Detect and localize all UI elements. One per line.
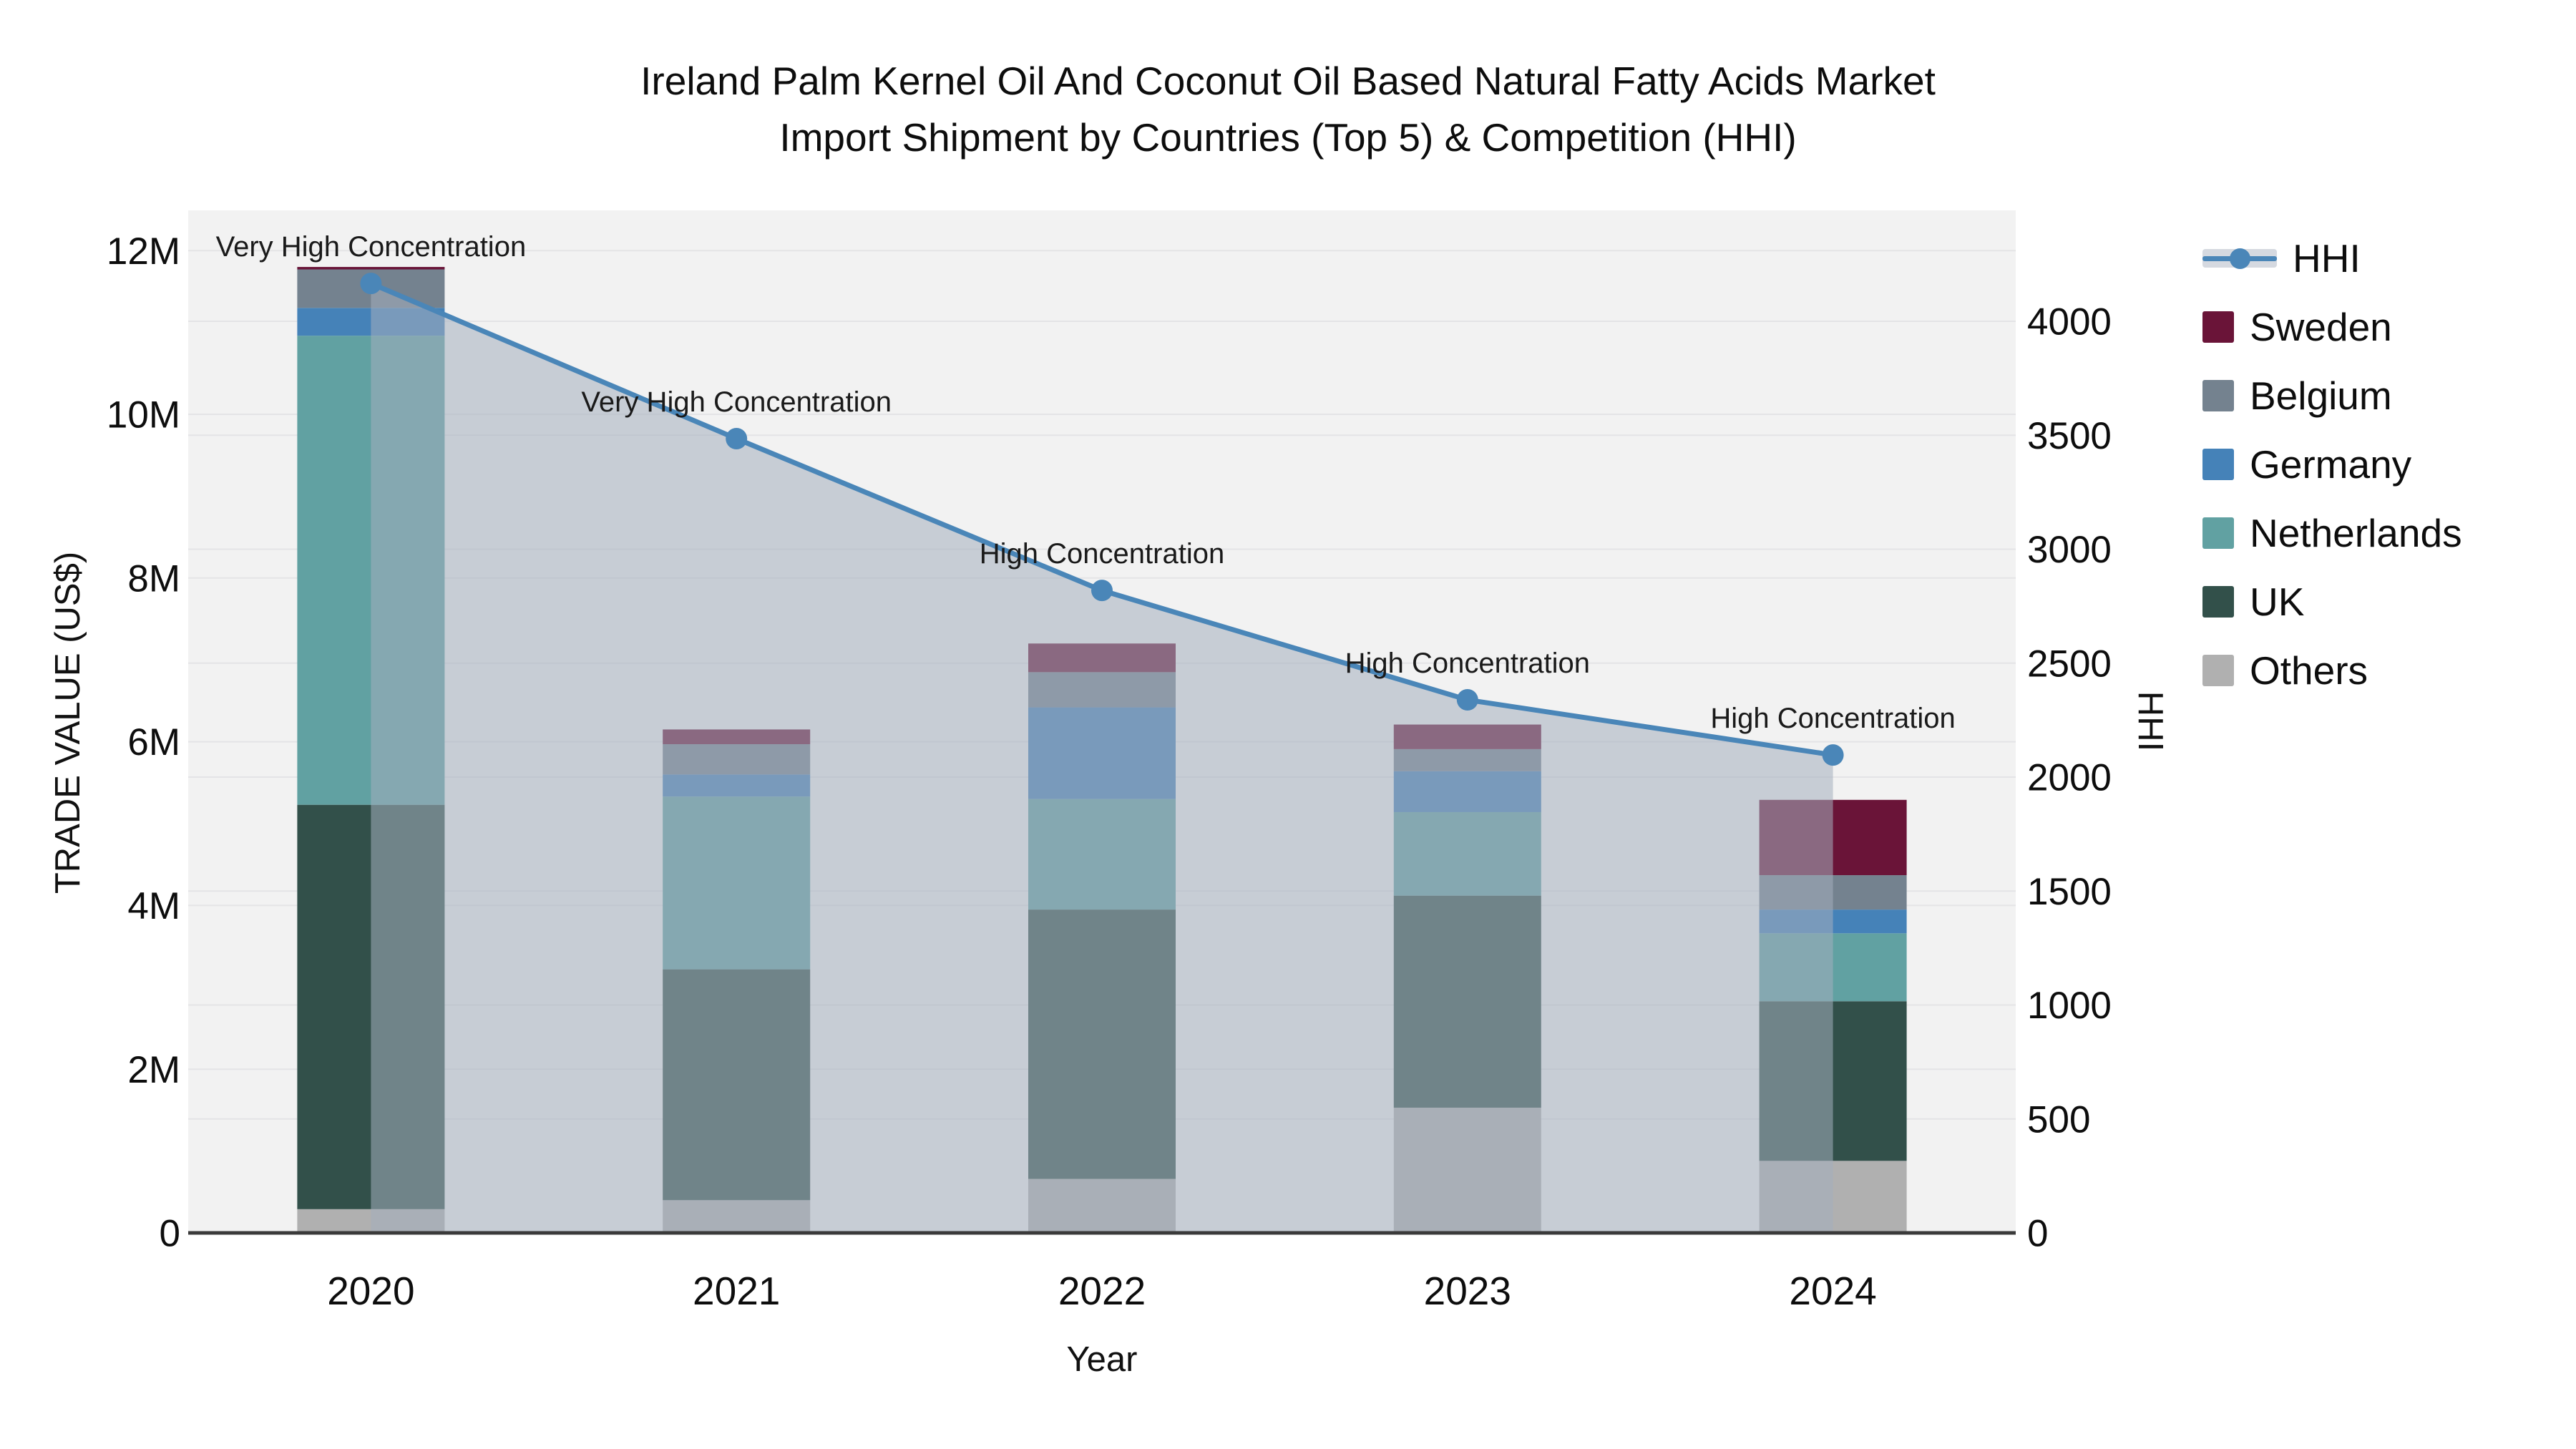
hhi-area-fill xyxy=(371,283,1833,1233)
legend-label: Others xyxy=(2250,648,2368,693)
annotation-2023: High Concentration xyxy=(1345,648,1590,679)
annotation-2021: Very High Concentration xyxy=(581,386,892,418)
y-right-tick-label: 3000 xyxy=(2027,529,2112,571)
y-axis-title-right: HHI xyxy=(2131,691,2170,752)
x-tick-label: 2024 xyxy=(1789,1269,1876,1313)
legend-label: Sweden xyxy=(2250,305,2392,349)
legend-swatch-icon xyxy=(2202,449,2234,480)
x-tick-label: 2021 xyxy=(693,1269,780,1313)
y-right-tick-label: 500 xyxy=(2027,1098,2090,1141)
y-right-tick-label: 4000 xyxy=(2027,301,2112,343)
legend-item-hhi[interactable]: HHI xyxy=(2202,236,2462,280)
y-right-tick-label: 1500 xyxy=(2027,871,2112,913)
hhi-marker-2023[interactable] xyxy=(1456,689,1478,711)
legend-label: HHI xyxy=(2293,236,2361,280)
y-left-tick-label: 0 xyxy=(160,1213,180,1255)
x-tick-label: 2023 xyxy=(1424,1269,1511,1313)
legend-label: Belgium xyxy=(2250,374,2392,418)
annotation-2024: High Concentration xyxy=(1710,703,1955,734)
y-right-tick-label: 1000 xyxy=(2027,985,2112,1027)
y-left-tick-label: 10M xyxy=(107,394,180,436)
y-right-tick-label: 3500 xyxy=(2027,415,2112,457)
chart-title-line2: Import Shipment by Countries (Top 5) & C… xyxy=(779,115,1797,160)
legend-item-germany[interactable]: Germany xyxy=(2202,442,2462,487)
legend-label: UK xyxy=(2250,580,2305,624)
y-right-tick-label: 2500 xyxy=(2027,643,2112,685)
hhi-line-icon xyxy=(2202,248,2277,269)
hhi-marker-2020[interactable] xyxy=(360,273,382,295)
annotation-2020: Very High Concentration xyxy=(216,231,527,263)
hhi-marker-2022[interactable] xyxy=(1091,580,1113,602)
y-left-tick-label: 2M xyxy=(127,1049,180,1091)
y-right-tick-label: 0 xyxy=(2027,1213,2048,1255)
legend-item-sweden[interactable]: Sweden xyxy=(2202,305,2462,349)
legend-swatch-icon xyxy=(2202,586,2234,618)
y-axis-title-left: TRADE VALUE (US$) xyxy=(49,551,87,894)
legend-item-uk[interactable]: UK xyxy=(2202,580,2462,624)
y-left-tick-label: 12M xyxy=(107,230,180,273)
legend-swatch-icon xyxy=(2202,517,2234,549)
legend-swatch-icon xyxy=(2202,380,2234,411)
legend-label: Netherlands xyxy=(2250,511,2462,555)
annotation-2022: High Concentration xyxy=(980,538,1224,570)
legend-label: Germany xyxy=(2250,442,2412,487)
y-right-tick-label: 2000 xyxy=(2027,757,2112,799)
chart-title: Ireland Palm Kernel Oil And Coconut Oil … xyxy=(0,53,2576,166)
y-left-tick-label: 6M xyxy=(127,721,180,763)
bar-segment-sweden-2020[interactable] xyxy=(297,267,445,270)
y-left-tick-label: 4M xyxy=(127,885,180,927)
chart-title-line1: Ireland Palm Kernel Oil And Coconut Oil … xyxy=(640,59,1936,103)
hhi-marker-2021[interactable] xyxy=(726,428,748,450)
legend-item-netherlands[interactable]: Netherlands xyxy=(2202,511,2462,555)
x-axis-title: Year xyxy=(1066,1340,1138,1379)
legend-swatch-icon xyxy=(2202,311,2234,343)
x-tick-label: 2022 xyxy=(1058,1269,1146,1313)
legend-item-belgium[interactable]: Belgium xyxy=(2202,374,2462,418)
x-tick-label: 2020 xyxy=(327,1269,414,1313)
y-left-tick-label: 8M xyxy=(127,557,180,600)
legend-swatch-icon xyxy=(2202,655,2234,686)
hhi-marker-2024[interactable] xyxy=(1822,744,1844,766)
legend: HHI Sweden Belgium Germany Netherlands UK Othe… xyxy=(2202,236,2462,693)
legend-item-others[interactable]: Others xyxy=(2202,648,2462,693)
